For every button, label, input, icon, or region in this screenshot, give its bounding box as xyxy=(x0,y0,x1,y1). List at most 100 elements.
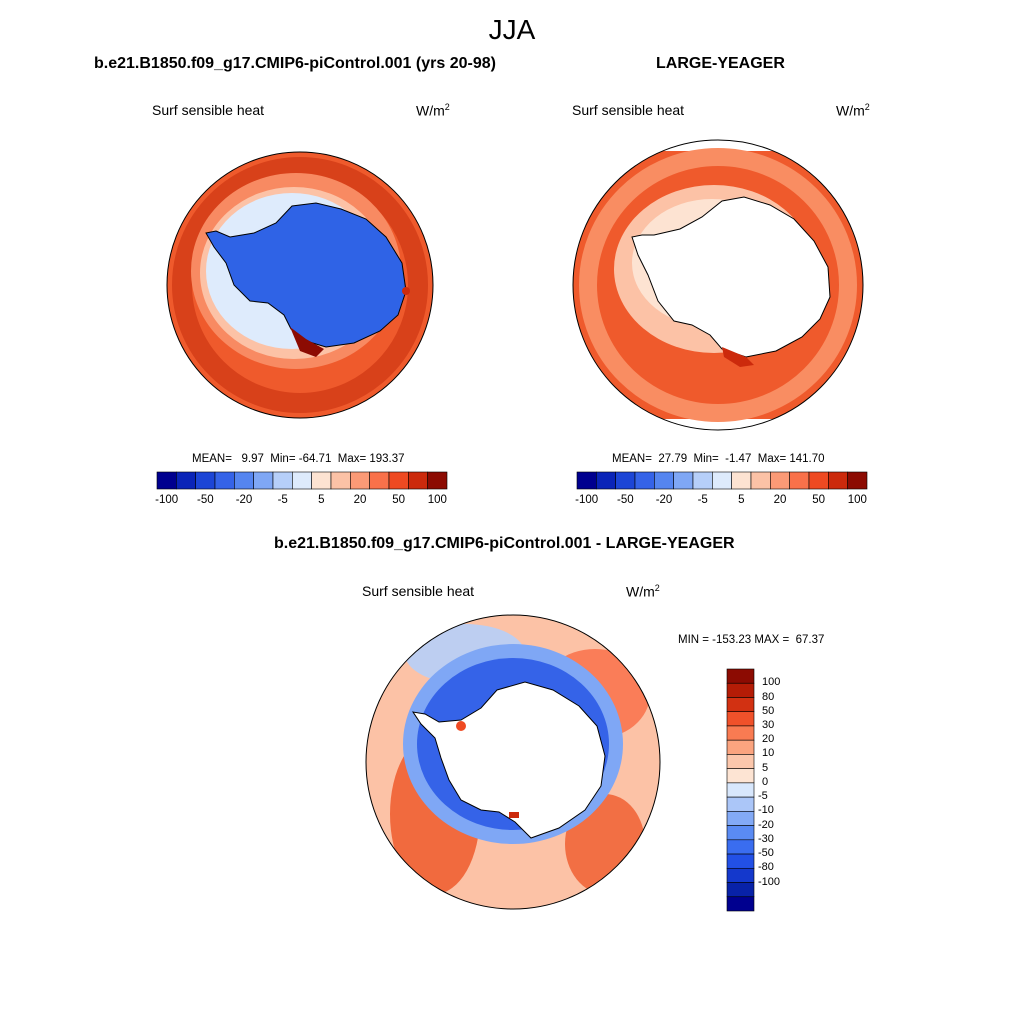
panel-2-colorbar-labels: -100 -50 -20 -5 5 20 50 100 xyxy=(575,494,867,510)
panel-1-antarctica-landmass xyxy=(205,202,407,348)
panel-3-title: b.e21.B1850.f09_g17.CMIP6-piControl.001 … xyxy=(274,535,735,552)
colorbar-swatch xyxy=(828,471,848,490)
page-title: JJA xyxy=(488,14,536,45)
colorbar-swatch xyxy=(847,471,868,490)
colorbar-swatch xyxy=(726,811,755,826)
colorbar-swatch xyxy=(712,471,732,490)
panel-3-units: W/m2 xyxy=(626,583,660,600)
panel-1-polar-map xyxy=(166,151,434,419)
colorbar-swatch xyxy=(750,471,771,490)
colorbar-swatch xyxy=(726,796,755,812)
colorbar-swatch xyxy=(789,471,810,490)
panel-1-colorbar-labels: -100 -50 -20 -5 5 20 50 100 xyxy=(155,494,447,510)
colorbar-tick-label: 5 xyxy=(318,494,325,506)
panel-2-variable-label: Surf sensible heat xyxy=(572,102,685,118)
panel-2-antarctica-landmass xyxy=(631,196,831,358)
panel-3-colorbar-labels: 100 80 50 30 20 10 5 0 -5 -10 -20 -30 -50 -80 -100 xyxy=(758,669,802,911)
colorbar-swatch xyxy=(726,853,755,869)
colorbar-swatch xyxy=(615,471,636,490)
panel-3-stats: MIN = -153.23 MAX = 67.37 xyxy=(678,634,825,646)
panel-2-polar-map xyxy=(572,139,864,431)
panel-2-units: W/m2 xyxy=(836,102,870,119)
panel-2-stats: MEAN= 27.79 Min= -1.47 Max= 141.70 xyxy=(612,453,825,465)
colorbar-tick-label: -20 xyxy=(235,494,253,506)
panel-1-variable-label: Surf sensible heat xyxy=(152,102,265,118)
colorbar-swatch xyxy=(726,739,755,755)
colorbar-swatch xyxy=(726,825,755,841)
colorbar-swatch xyxy=(726,896,755,912)
colorbar-swatch xyxy=(726,697,755,713)
colorbar-swatch xyxy=(692,471,713,490)
colorbar-swatch xyxy=(253,471,274,490)
colorbar-tick-label: -10 xyxy=(758,804,774,817)
colorbar-tick-label: 5 xyxy=(762,761,769,774)
panel-3-variable-label: Surf sensible heat xyxy=(362,583,475,599)
panel-3-colorbar xyxy=(726,668,755,912)
panel-1-stats: MEAN= 9.97 Min= -64.71 Max= 193.37 xyxy=(192,453,405,465)
colorbar-tick-label: -30 xyxy=(758,832,774,845)
colorbar-tick-label: -20 xyxy=(758,818,774,831)
colorbar-tick-label: -5 xyxy=(277,494,288,506)
colorbar-tick-label: 100 xyxy=(762,676,781,689)
colorbar-swatch xyxy=(272,471,293,490)
colorbar-tick-label: 20 xyxy=(773,494,787,506)
colorbar-swatch xyxy=(388,471,409,490)
colorbar-swatch xyxy=(195,471,216,490)
colorbar-swatch xyxy=(726,867,755,883)
colorbar-swatch xyxy=(726,725,755,741)
colorbar-tick-label: 20 xyxy=(762,733,775,746)
colorbar-tick-label: -5 xyxy=(697,494,708,506)
colorbar-swatch xyxy=(654,471,674,490)
colorbar-swatch xyxy=(576,471,597,490)
panel-2-colorbar xyxy=(576,471,868,490)
colorbar-swatch xyxy=(726,668,755,684)
colorbar-tick-label: 30 xyxy=(762,718,775,731)
colorbar-swatch xyxy=(292,471,312,490)
colorbar-swatch xyxy=(726,782,755,798)
colorbar-swatch xyxy=(726,839,755,855)
colorbar-swatch xyxy=(770,471,790,490)
panel-1-title: b.e21.B1850.f09_g17.CMIP6-piControl.001 … xyxy=(94,55,496,72)
colorbar-swatch xyxy=(369,471,390,490)
panel-3-polar-map xyxy=(365,614,661,910)
colorbar-swatch xyxy=(726,682,755,698)
colorbar-swatch xyxy=(726,768,755,784)
colorbar-swatch xyxy=(726,711,755,727)
colorbar-swatch xyxy=(808,471,829,490)
colorbar-swatch xyxy=(726,882,755,898)
colorbar-tick-label: -50 xyxy=(616,494,634,506)
colorbar-swatch xyxy=(731,471,752,490)
colorbar-swatch xyxy=(234,471,254,490)
colorbar-tick-label: 50 xyxy=(762,704,775,717)
colorbar-swatch xyxy=(726,754,755,769)
colorbar-tick-label: -100 xyxy=(758,875,781,888)
panel-1-units: W/m2 xyxy=(416,102,450,119)
colorbar-tick-label: 5 xyxy=(738,494,745,506)
colorbar-tick-label: -100 xyxy=(155,494,179,506)
colorbar-swatch xyxy=(330,471,351,490)
colorbar-tick-label: -80 xyxy=(758,861,774,874)
colorbar-tick-label: 100 xyxy=(427,494,447,506)
colorbar-swatch xyxy=(408,471,428,490)
colorbar-tick-label: 20 xyxy=(353,494,367,506)
colorbar-swatch xyxy=(311,471,332,490)
colorbar-tick-label: -100 xyxy=(575,494,599,506)
colorbar-tick-label: 0 xyxy=(762,775,769,788)
colorbar-swatch xyxy=(350,471,370,490)
colorbar-tick-label: 50 xyxy=(812,494,826,506)
colorbar-swatch xyxy=(673,471,694,490)
colorbar-tick-label: 50 xyxy=(392,494,406,506)
colorbar-tick-label: 10 xyxy=(762,747,775,760)
colorbar-tick-label: -50 xyxy=(758,847,774,860)
colorbar-swatch xyxy=(214,471,235,490)
colorbar-swatch xyxy=(176,471,196,490)
colorbar-tick-label: 100 xyxy=(847,494,867,506)
colorbar-tick-label: -5 xyxy=(758,790,768,803)
colorbar-swatch xyxy=(427,471,448,490)
panel-2-title: LARGE-YEAGER xyxy=(656,55,785,72)
panel-1-colorbar xyxy=(156,471,448,490)
colorbar-tick-label: -50 xyxy=(196,494,214,506)
colorbar-tick-label: -20 xyxy=(655,494,673,506)
colorbar-swatch xyxy=(596,471,616,490)
colorbar-swatch xyxy=(156,471,177,490)
